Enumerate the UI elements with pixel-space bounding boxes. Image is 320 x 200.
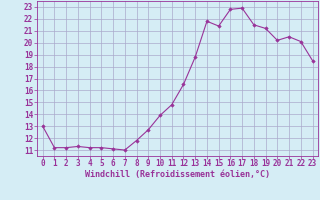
- X-axis label: Windchill (Refroidissement éolien,°C): Windchill (Refroidissement éolien,°C): [85, 170, 270, 179]
